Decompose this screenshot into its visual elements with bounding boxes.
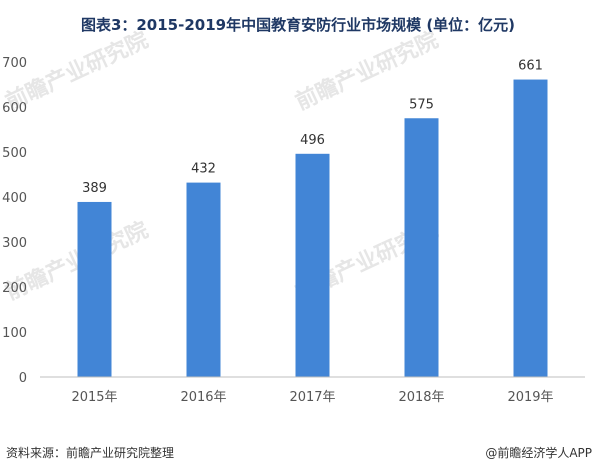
x-tick-label: 2018年 bbox=[398, 390, 444, 405]
chart-title: 图表3：2015-2019年中国教育安防行业市场规模 (单位：亿元) bbox=[80, 16, 516, 34]
y-tick-label: 100 bbox=[2, 326, 27, 341]
data-label: 661 bbox=[518, 59, 543, 74]
y-tick-label: 0 bbox=[19, 371, 27, 386]
data-label: 389 bbox=[82, 181, 107, 196]
y-tick-label: 200 bbox=[2, 281, 27, 296]
bar bbox=[77, 201, 112, 377]
x-tick-label: 2019年 bbox=[507, 390, 553, 405]
x-tick-label: 2015年 bbox=[71, 390, 117, 405]
source-note: 资料来源：前瞻产业研究院整理 bbox=[6, 446, 175, 460]
data-label: 432 bbox=[191, 162, 216, 177]
bar bbox=[186, 182, 221, 377]
bars: 389 432 496 575 661 bbox=[77, 59, 548, 378]
y-tick-label: 700 bbox=[2, 56, 27, 71]
data-label: 575 bbox=[409, 97, 434, 112]
y-tick-label: 600 bbox=[2, 101, 27, 116]
x-tick-label: 2017年 bbox=[289, 390, 335, 405]
y-axis: 0 100 200 300 400 500 600 700 bbox=[2, 56, 27, 386]
y-tick-label: 300 bbox=[2, 236, 27, 251]
x-axis: 2015年 2016年 2017年 2018年 2019年 bbox=[40, 376, 585, 405]
credit-note: @前瞻经济学人APP bbox=[485, 446, 592, 460]
bar bbox=[513, 79, 548, 378]
y-tick-label: 500 bbox=[2, 146, 27, 161]
y-tick-label: 400 bbox=[2, 191, 27, 206]
bar bbox=[404, 118, 439, 377]
x-tick-label: 2016年 bbox=[180, 390, 226, 405]
data-label: 496 bbox=[300, 133, 325, 148]
bar bbox=[295, 153, 330, 377]
